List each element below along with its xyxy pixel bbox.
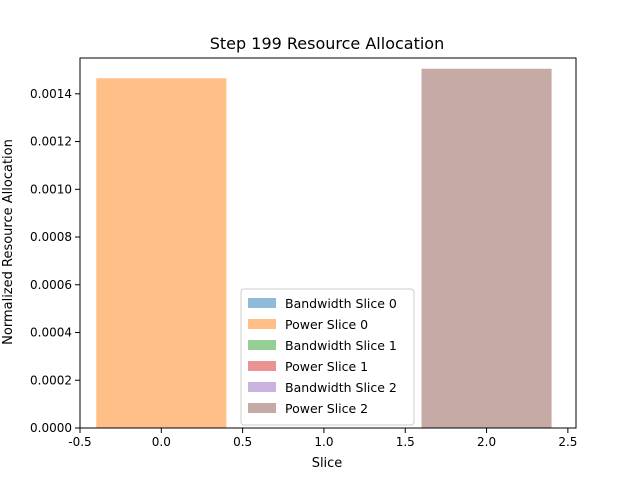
y-tick-label: 0.0004: [30, 326, 72, 340]
bars-layer: [96, 68, 552, 429]
legend-label: Bandwidth Slice 2: [285, 380, 397, 395]
x-tick-label: 1.0: [314, 435, 333, 449]
plot-frame: [79, 57, 577, 429]
legend-frame: [240, 288, 415, 426]
legend: Bandwidth Slice 0 Power Slice 0 Bandwidth …: [240, 288, 415, 426]
axes-layer: -0.5 0.0 0.5 1.0 1.5 2.0 2.5 0.0000 0.0002 0.0004…: [30, 57, 577, 449]
legend-label: Power Slice 2: [285, 401, 368, 416]
legend-swatch: [248, 361, 276, 371]
x-tick-label: 2.0: [477, 435, 496, 449]
legend-label: Bandwidth Slice 0: [285, 296, 397, 311]
bar-power-slice-0: [96, 78, 227, 429]
y-tick-label: 0.0010: [30, 182, 72, 196]
legend-swatch: [248, 382, 276, 392]
y-tick-label: 0.0012: [30, 135, 72, 149]
legend-label: Bandwidth Slice 1: [285, 338, 397, 353]
x-axis-label: Slice: [312, 456, 343, 471]
legend-swatch: [248, 340, 276, 350]
x-tick-label: 0.5: [233, 435, 252, 449]
legend-swatch: [248, 403, 276, 413]
bar-power-slice-2: [421, 68, 552, 428]
y-tick-label: 0.0006: [30, 278, 72, 292]
y-tick-label: 0.0002: [30, 373, 72, 387]
legend-swatch: [248, 319, 276, 329]
legend-label: Power Slice 1: [285, 359, 368, 374]
y-tick-label: 0.0014: [30, 87, 72, 101]
legend-swatch: [248, 298, 276, 308]
y-tick-label: 0.0000: [30, 421, 72, 435]
x-tick-label: 1.5: [396, 435, 415, 449]
x-tick-label: 2.5: [558, 435, 577, 449]
legend-label: Power Slice 0: [285, 317, 368, 332]
x-tick-label: -0.5: [68, 435, 91, 449]
y-axis-label: Normalized Resource Allocation: [1, 139, 16, 345]
chart-title: Step 199 Resource Allocation: [210, 34, 444, 53]
y-tick-label: 0.0008: [30, 230, 72, 244]
x-tick-label: 0.0: [152, 435, 171, 449]
